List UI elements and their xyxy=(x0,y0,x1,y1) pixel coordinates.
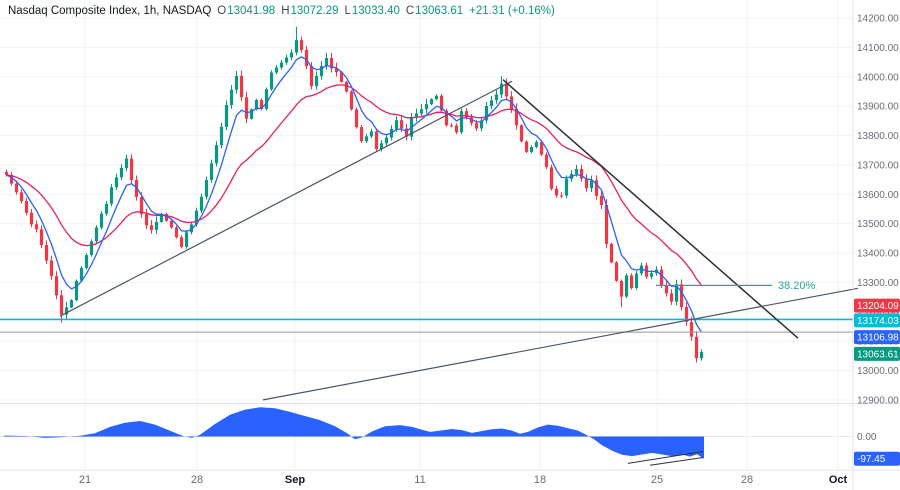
ohlc-low: L13033.40 xyxy=(344,5,399,17)
symbol-title[interactable]: Nasdaq Composite Index, 1h, NASDAQ xyxy=(8,5,212,17)
open-label: O xyxy=(217,5,227,17)
high-value: 13072.29 xyxy=(290,5,339,17)
ma-fast-line xyxy=(6,56,703,333)
svg-text:14000.00: 14000.00 xyxy=(857,72,899,83)
svg-text:-97.45: -97.45 xyxy=(857,454,886,465)
svg-text:11: 11 xyxy=(414,474,425,486)
svg-text:Oct: Oct xyxy=(829,474,848,486)
price-badges: 13204.09 13174.03 13106.98 13063.61 -97.45 xyxy=(854,298,900,466)
svg-text:0.00: 0.00 xyxy=(857,432,877,443)
svg-text:13000.00: 13000.00 xyxy=(857,366,899,377)
price-badge xyxy=(854,346,900,361)
price-axis[interactable]: 14200.00 14100.00 14000.00 13900.00 13800.00… xyxy=(857,14,899,444)
price-badge xyxy=(854,298,900,313)
svg-text:13900.00: 13900.00 xyxy=(857,102,899,113)
svg-text:13300.00: 13300.00 xyxy=(857,278,899,289)
close-value: 13063.61 xyxy=(415,5,464,17)
svg-text:28: 28 xyxy=(741,474,753,486)
svg-text:Sep: Sep xyxy=(285,474,305,486)
svg-text:13600.00: 13600.00 xyxy=(857,190,899,201)
svg-text:13800.00: 13800.00 xyxy=(857,131,899,142)
svg-text:13204.09: 13204.09 xyxy=(857,301,899,312)
close-label: C xyxy=(405,5,415,17)
ohlc-close: C13063.61 xyxy=(406,5,463,17)
price-badge xyxy=(854,313,900,328)
svg-text:13400.00: 13400.00 xyxy=(857,249,899,260)
high-label: H xyxy=(281,5,290,17)
svg-text:18: 18 xyxy=(534,474,546,486)
svg-text:13106.98: 13106.98 xyxy=(857,333,899,344)
svg-text:13063.61: 13063.61 xyxy=(857,349,899,360)
grid xyxy=(0,0,900,470)
indicator-value-badge xyxy=(854,451,900,466)
open-value: 13041.98 xyxy=(227,5,276,17)
low-label: L xyxy=(344,5,351,17)
svg-text:28: 28 xyxy=(191,474,203,486)
svg-text:12900.00: 12900.00 xyxy=(857,395,899,406)
ohlc-open: O13041.98 xyxy=(217,5,275,17)
svg-text:14100.00: 14100.00 xyxy=(857,43,899,54)
ma-slow-line xyxy=(6,84,703,286)
indicator-trendline[interactable] xyxy=(649,457,704,466)
change-percent: +21.31 (+0.16%) xyxy=(469,5,555,17)
fib-382-label: 38.20% xyxy=(778,280,816,292)
ohlc-high: H13072.29 xyxy=(281,5,338,17)
symbol-legend[interactable]: Nasdaq Composite Index, 1h, NASDAQ O1304… xyxy=(8,5,555,17)
svg-text:21: 21 xyxy=(79,474,91,486)
time-axis[interactable]: 21 28 Sep 11 18 25 28 Oct xyxy=(79,474,848,486)
svg-text:14200.00: 14200.00 xyxy=(857,14,899,25)
price-badge xyxy=(854,330,900,345)
svg-text:13500.00: 13500.00 xyxy=(857,219,899,230)
indicator-area xyxy=(4,407,704,459)
svg-text:13174.03: 13174.03 xyxy=(857,316,899,327)
trendline-uptrend-minor[interactable] xyxy=(262,287,859,401)
svg-text:13700.00: 13700.00 xyxy=(857,160,899,171)
trendline-uptrend-major[interactable] xyxy=(59,80,513,317)
indicator-trendline[interactable] xyxy=(627,451,704,464)
low-value: 13033.40 xyxy=(351,5,400,17)
trendline-downtrend[interactable] xyxy=(502,79,799,339)
svg-text:25: 25 xyxy=(651,474,663,486)
svg-text:13200.00: 13200.00 xyxy=(857,307,899,318)
